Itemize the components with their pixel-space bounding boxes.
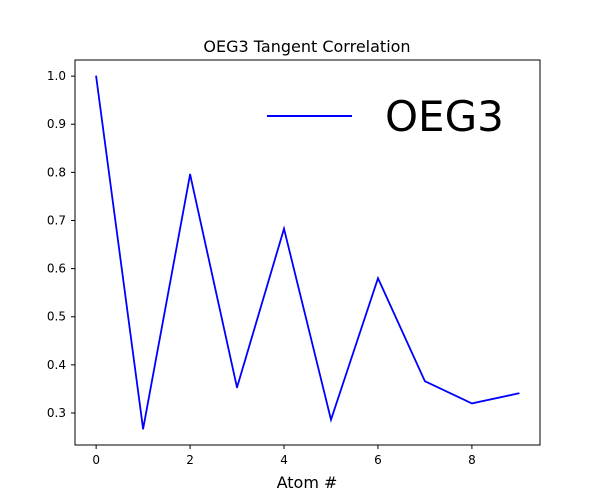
y-tick-label: 0.9 (47, 117, 66, 131)
legend: OEG3 (267, 92, 504, 141)
y-tick-label: 0.6 (47, 262, 66, 276)
x-tick-label: 6 (374, 453, 382, 467)
y-axis-ticks: 0.3 0.4 0.5 0.6 0.7 0.8 0.9 1.0 (47, 69, 75, 420)
legend-label-oeg3: OEG3 (385, 92, 504, 141)
x-tick-label: 0 (92, 453, 100, 467)
data-point (189, 173, 191, 176)
series-layer (95, 75, 520, 430)
data-point (518, 392, 520, 395)
x-tick-label: 2 (186, 453, 194, 467)
y-tick-label: 0.5 (47, 310, 66, 324)
data-point (283, 227, 285, 230)
y-tick-label: 0.8 (47, 165, 66, 179)
chart-title: OEG3 Tangent Correlation (203, 37, 410, 56)
x-axis-ticks: 0 2 4 6 8 (92, 445, 476, 467)
x-axis-label: Atom # (277, 473, 338, 492)
series-line-oeg3 (95, 75, 520, 430)
x-tick-label: 8 (468, 453, 476, 467)
data-point (330, 418, 332, 421)
data-point (377, 277, 379, 280)
y-tick-label: 0.4 (47, 358, 66, 372)
y-tick-label: 1.0 (47, 69, 66, 83)
data-point (142, 428, 144, 430)
data-point (424, 380, 426, 383)
y-tick-label: 0.7 (47, 213, 66, 227)
x-tick-label: 4 (280, 453, 288, 467)
plot-frame (74, 59, 541, 446)
data-point (236, 386, 238, 389)
y-tick-label: 0.3 (47, 406, 66, 420)
data-point (471, 402, 473, 405)
data-point (95, 75, 97, 77)
